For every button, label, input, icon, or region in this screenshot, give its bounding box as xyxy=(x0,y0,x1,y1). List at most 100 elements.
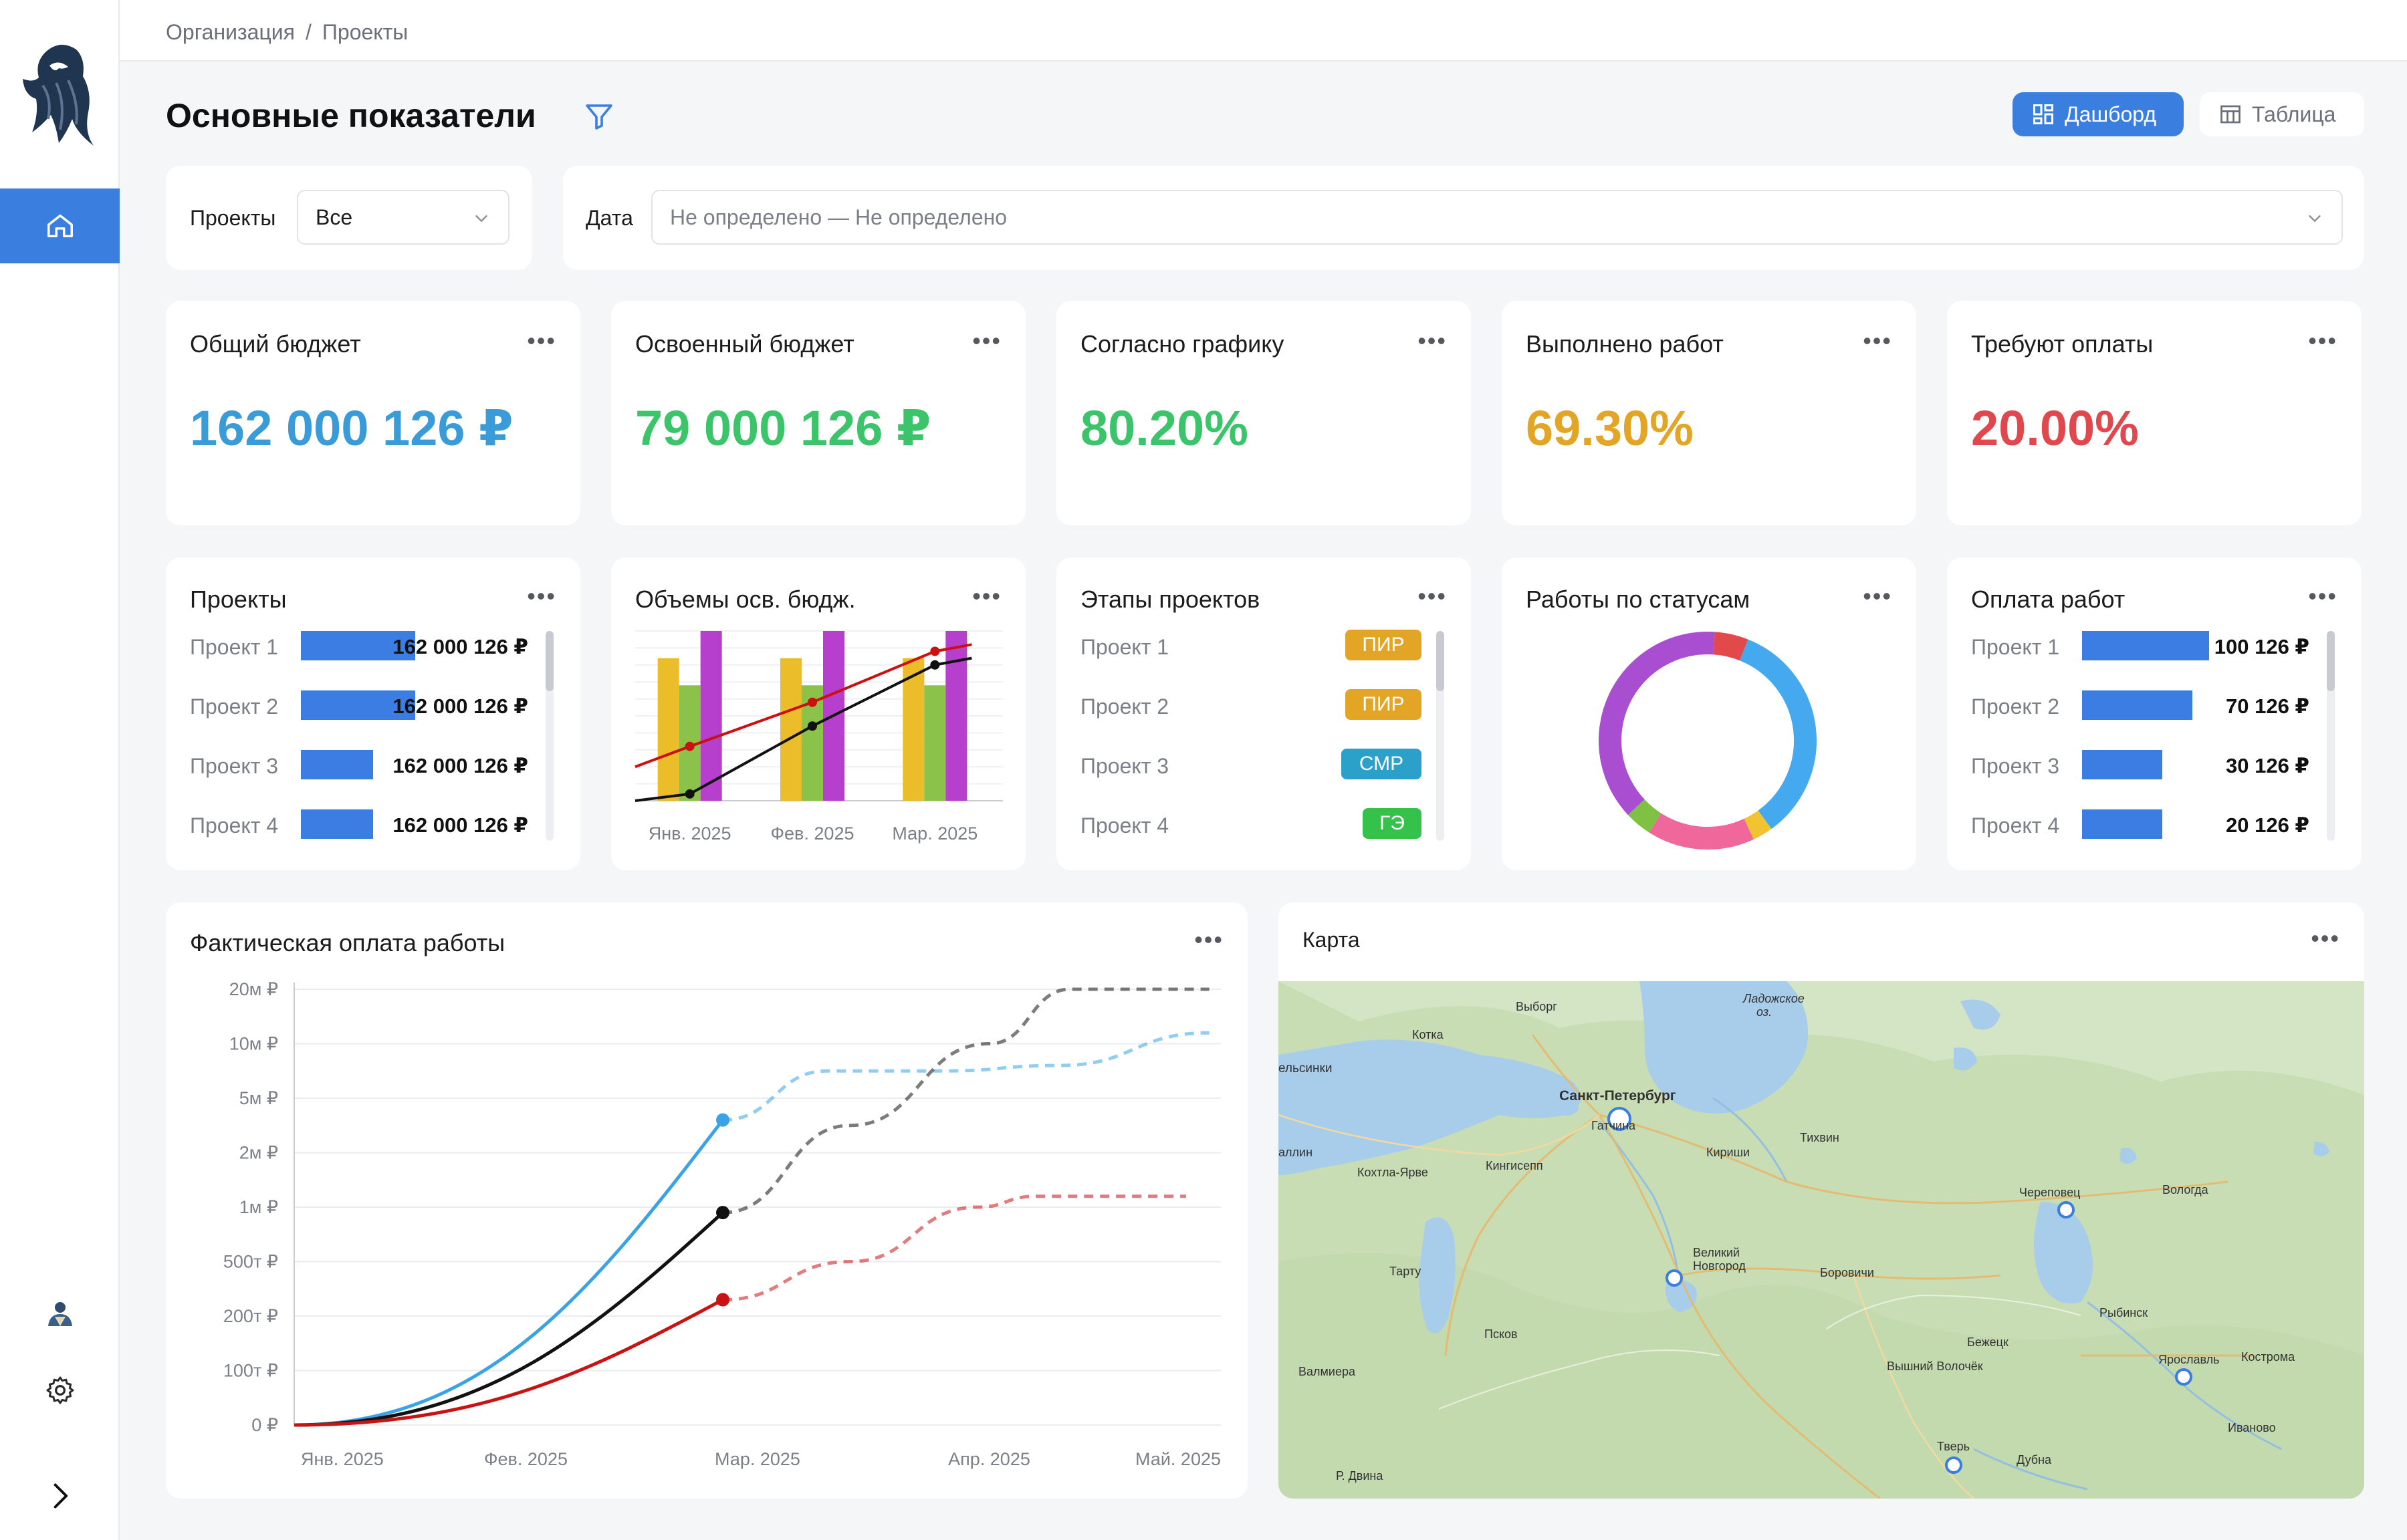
settings-gear-icon[interactable] xyxy=(41,1372,79,1409)
stage-badge: ПИР xyxy=(1345,630,1421,660)
trend-point xyxy=(685,789,695,799)
map-marker-pin[interactable] xyxy=(1666,1269,1683,1287)
projects-budget-card: Проекты ••• Проект 1 162 000 126 ₽ Проек… xyxy=(166,557,580,870)
map-place-label: Кохтла-Ярве xyxy=(1357,1166,1428,1179)
card-title: Фактическая оплата работы xyxy=(190,929,505,956)
trend-point xyxy=(685,741,695,751)
more-options-icon[interactable]: ••• xyxy=(527,582,556,610)
kpi-value: 80.20% xyxy=(1080,400,1248,456)
trend-point xyxy=(808,697,817,707)
kpi-card-total-budget: Общий бюджет ••• 162 000 126 ₽ xyxy=(166,301,580,525)
actual-payment-line-chart: 0 ₽ 100т ₽ 200т ₽ 500т ₽ 1м ₽ 2м ₽ 5м ₽ 10м ₽ 20… xyxy=(223,979,1221,1469)
project-budget-bar xyxy=(301,631,415,660)
projects-select[interactable]: Все xyxy=(297,190,509,245)
payment-bar xyxy=(2082,750,2162,779)
scrollbar[interactable] xyxy=(2327,631,2335,841)
top-bar: Организация / Проекты xyxy=(120,0,2407,61)
dashboard-view-button[interactable]: Дашборд xyxy=(2013,92,2184,136)
map-place-label: Выборг xyxy=(1516,1000,1557,1013)
map-place-label: Дубна xyxy=(2017,1453,2052,1466)
map-marker-pin[interactable] xyxy=(2175,1368,2192,1386)
table-view-button[interactable]: Таблица xyxy=(2200,92,2364,136)
payment-row-label: Проект 4 xyxy=(1971,813,2060,838)
expand-sidebar-chevron-icon[interactable] xyxy=(41,1477,79,1515)
chevron-down-icon xyxy=(475,215,487,223)
sidebar xyxy=(0,0,120,1540)
nav-home[interactable] xyxy=(0,188,120,263)
breadcrumb-separator: / xyxy=(306,20,312,44)
payment-row-label: Проект 1 xyxy=(1971,635,2060,659)
y-tick-label: 20м ₽ xyxy=(229,979,278,999)
stage-badge: ГЭ xyxy=(1363,808,1421,839)
brand-logo[interactable] xyxy=(19,39,102,146)
y-tick-label: 10м ₽ xyxy=(229,1034,278,1054)
filter-icon[interactable] xyxy=(583,100,615,132)
more-options-icon[interactable]: ••• xyxy=(1863,327,1892,354)
breadcrumb-projects[interactable]: Проекты xyxy=(322,20,409,44)
map-place-label: Боровичи xyxy=(1820,1266,1874,1279)
scrollbar[interactable] xyxy=(1436,631,1444,841)
map-place-label: Вышний Волочёк xyxy=(1887,1360,1983,1373)
trend-point xyxy=(930,646,940,656)
project-budget-value: 162 000 126 ₽ xyxy=(392,754,528,777)
more-options-icon[interactable]: ••• xyxy=(527,327,556,354)
page-title: Основные показатели xyxy=(166,97,536,134)
budget-volume-card: Объемы осв. бюдж. ••• Янв. 2025 Фев. 2025… xyxy=(611,557,1026,870)
breadcrumb-organization[interactable]: Организация xyxy=(166,20,295,44)
current-value-point xyxy=(716,1206,730,1220)
card-title: Проекты xyxy=(190,586,287,613)
more-options-icon[interactable]: ••• xyxy=(2311,924,2340,952)
map-place-label: Ярославль xyxy=(2158,1353,2220,1366)
work-payment-card: Оплата работ ••• Проект 1 100 126 ₽ Прое… xyxy=(1947,557,2362,870)
x-tick-label: Мар. 2025 xyxy=(892,823,978,844)
map-marker-pin[interactable] xyxy=(2057,1201,2075,1218)
volume-bar xyxy=(945,631,967,801)
map-place-label: Гатчина xyxy=(1591,1119,1636,1132)
project-row-label: Проект 1 xyxy=(190,635,279,659)
map-place-label: Кириши xyxy=(1706,1146,1750,1159)
payment-value: 70 126 ₽ xyxy=(2226,694,2309,718)
actual-payment-line xyxy=(294,1211,724,1427)
x-tick-label: Фев. 2025 xyxy=(484,1449,568,1469)
more-options-icon[interactable]: ••• xyxy=(972,327,1002,354)
scrollbar[interactable] xyxy=(546,631,554,841)
y-tick-label: 1м ₽ xyxy=(239,1197,278,1217)
actual-payment-line xyxy=(294,1119,725,1427)
stage-row-label: Проект 4 xyxy=(1080,813,1169,838)
map-place-label: Тихвин xyxy=(1800,1131,1839,1144)
more-options-icon[interactable]: ••• xyxy=(1417,327,1447,354)
scroll-thumb[interactable] xyxy=(546,631,554,691)
scroll-thumb[interactable] xyxy=(2327,631,2335,691)
project-budget-bar xyxy=(301,750,373,779)
status-slice xyxy=(1739,639,1817,829)
more-options-icon[interactable]: ••• xyxy=(1417,582,1447,610)
user-avatar[interactable] xyxy=(43,1295,78,1330)
card-title: Карта xyxy=(1302,928,1360,952)
card-title: Оплата работ xyxy=(1971,586,2126,613)
more-options-icon[interactable]: ••• xyxy=(2308,582,2337,610)
map-place-label: Санкт-Петербург xyxy=(1559,1088,1676,1104)
more-options-icon[interactable]: ••• xyxy=(2308,327,2337,354)
stage-row-label: Проект 1 xyxy=(1080,635,1169,659)
x-tick-label: Май. 2025 xyxy=(1135,1449,1221,1469)
map-place-label: Котка xyxy=(1412,1028,1444,1041)
dashboard-grid-icon xyxy=(2033,104,2053,124)
table-icon xyxy=(2220,105,2241,124)
map-marker-pin[interactable] xyxy=(1945,1456,1962,1474)
volume-bar xyxy=(700,631,722,801)
volume-bar xyxy=(780,658,802,801)
map-marker-pin[interactable] xyxy=(1607,1107,1631,1131)
projects-filter-card: Проекты Все xyxy=(166,166,532,270)
kpi-card-needs-payment: Требуют оплаты ••• 20.00% xyxy=(1947,301,2362,525)
scroll-thumb[interactable] xyxy=(1436,631,1444,691)
project-budget-value: 162 000 126 ₽ xyxy=(392,813,528,837)
project-row-label: Проект 3 xyxy=(190,754,279,778)
status-slice xyxy=(1599,632,1715,815)
kpi-value: 162 000 126 ₽ xyxy=(190,400,513,456)
forecast-payment-line xyxy=(723,1194,1187,1302)
status-donut-chart xyxy=(1599,632,1817,850)
status-slice xyxy=(1627,799,1661,833)
date-range-select[interactable]: Не определено — Не определено xyxy=(651,190,2343,245)
map-place-label: Иваново xyxy=(2228,1421,2276,1434)
